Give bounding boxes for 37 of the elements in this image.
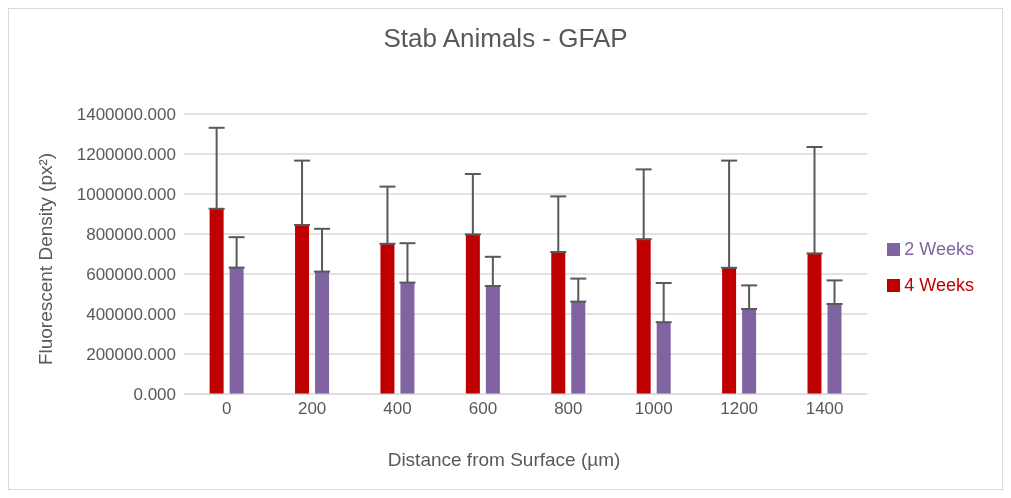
x-tick-label: 800 <box>554 399 583 419</box>
y-tick-label: 800000.000 <box>86 225 176 245</box>
y-tick-label: 0.000 <box>133 385 176 405</box>
bar <box>315 271 330 394</box>
bar <box>295 225 310 394</box>
legend-label: 2 Weeks <box>904 238 974 259</box>
y-tick-label: 1400000.000 <box>76 105 176 125</box>
legend-label: 4 Weeks <box>904 274 974 295</box>
bar <box>722 267 737 394</box>
y-tick-label: 1200000.000 <box>76 145 176 165</box>
bar <box>636 239 651 394</box>
bar <box>827 304 842 394</box>
x-tick-label: 1400 <box>805 399 844 419</box>
x-tick-label: 1000 <box>634 399 673 419</box>
y-tick-label: 600000.000 <box>86 265 176 285</box>
x-tick-label: 0 <box>221 399 232 419</box>
y-tick-label: 200000.000 <box>86 345 176 365</box>
bar <box>571 301 586 394</box>
bar <box>551 252 566 394</box>
bar <box>485 286 500 394</box>
y-tick-label: 400000.000 <box>86 305 176 325</box>
x-tick-label: 200 <box>297 399 327 419</box>
x-tick-label: 400 <box>383 399 412 419</box>
bar <box>807 253 822 394</box>
bar <box>209 208 224 394</box>
y-axis-title: Fluorescent Density (px²) <box>35 152 57 366</box>
bar <box>465 234 480 394</box>
bar <box>656 322 671 394</box>
x-axis-title: Distance from Surface (µm) <box>386 449 622 471</box>
bar <box>400 282 415 394</box>
bar <box>229 267 244 394</box>
x-tick-label: 600 <box>468 399 498 419</box>
x-tick-label: 1200 <box>720 399 759 419</box>
chart-title: Stab Animals - GFAP <box>382 23 629 55</box>
y-tick-label: 1000000.000 <box>76 185 176 205</box>
bar <box>742 309 757 394</box>
bar <box>380 243 395 394</box>
